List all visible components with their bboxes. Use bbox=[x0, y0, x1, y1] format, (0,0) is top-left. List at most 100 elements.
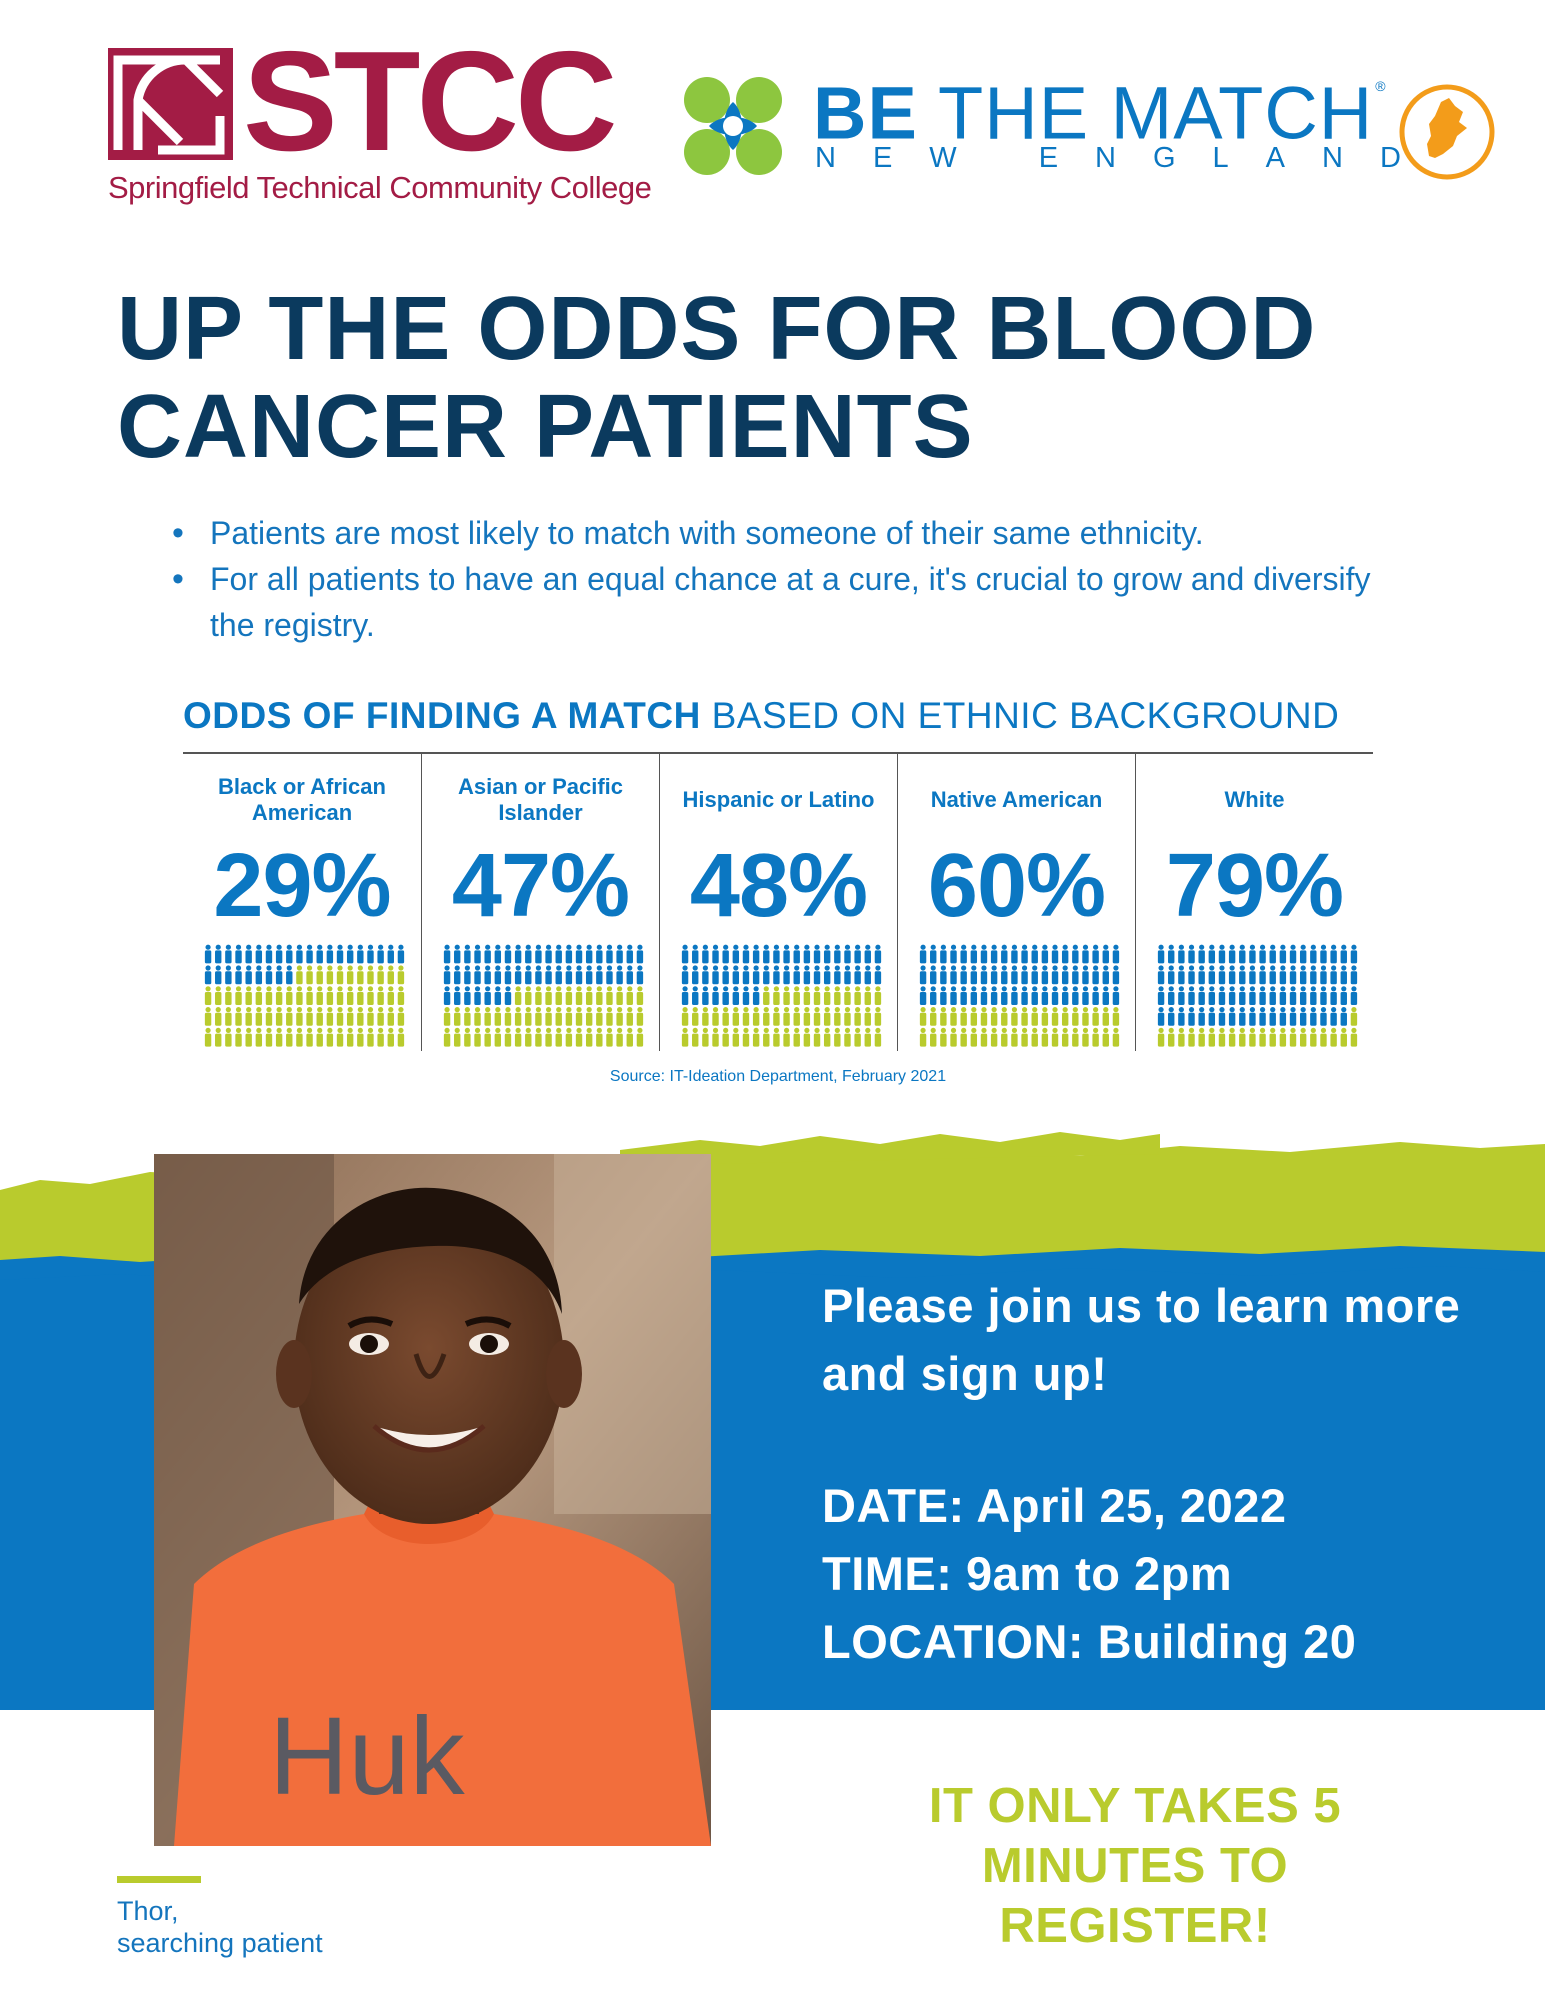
no-match-figure bbox=[606, 1027, 613, 1047]
match-figure bbox=[443, 986, 451, 1005]
no-match-figure bbox=[535, 986, 542, 1005]
no-match-figure bbox=[377, 1007, 384, 1026]
odds-group-label: Black or African American bbox=[218, 774, 386, 825]
match-figure bbox=[454, 944, 461, 964]
match-figure bbox=[1112, 944, 1120, 964]
no-match-figure bbox=[1031, 1027, 1038, 1047]
match-figure bbox=[1289, 1007, 1297, 1026]
no-match-figure bbox=[1289, 1027, 1297, 1047]
no-match-figure bbox=[484, 1007, 491, 1026]
no-match-figure bbox=[626, 986, 633, 1005]
no-match-figure bbox=[286, 1007, 293, 1026]
match-figure bbox=[742, 965, 750, 985]
match-figure bbox=[1289, 965, 1297, 985]
no-match-figure bbox=[565, 1027, 573, 1047]
no-match-figure bbox=[377, 986, 384, 1005]
no-match-figure bbox=[225, 1027, 232, 1047]
no-match-figure bbox=[732, 1027, 740, 1047]
match-figure bbox=[1208, 944, 1216, 964]
no-match-figure bbox=[1051, 1007, 1059, 1026]
match-figure bbox=[980, 986, 988, 1005]
no-match-figure bbox=[1082, 1007, 1089, 1026]
no-match-figure bbox=[773, 1007, 780, 1026]
match-figure bbox=[930, 965, 937, 985]
no-match-figure bbox=[1330, 1027, 1337, 1047]
odds-title-rest: BASED ON ETHNIC BACKGROUND bbox=[711, 695, 1340, 736]
no-match-figure bbox=[1021, 1027, 1028, 1047]
fact-list: Patients are most likely to match with s… bbox=[172, 510, 1402, 648]
match-figure bbox=[1021, 944, 1028, 964]
match-figure bbox=[1310, 965, 1317, 985]
no-match-figure bbox=[874, 1027, 882, 1047]
photo-caption: Thor, searching patient bbox=[117, 1895, 417, 1959]
match-figure bbox=[215, 965, 222, 985]
match-figure bbox=[336, 944, 344, 964]
match-figure bbox=[742, 944, 750, 964]
people-figures-icon bbox=[1157, 944, 1358, 1047]
no-match-figure bbox=[464, 1007, 471, 1026]
no-match-figure bbox=[367, 1027, 374, 1047]
match-figure bbox=[1299, 944, 1307, 964]
no-match-figure bbox=[960, 1027, 967, 1047]
no-match-figure bbox=[245, 986, 252, 1005]
match-figure bbox=[494, 944, 502, 964]
match-figure bbox=[1289, 944, 1297, 964]
match-figure bbox=[793, 944, 800, 964]
no-match-figure bbox=[1061, 1027, 1069, 1047]
match-figure bbox=[636, 965, 644, 985]
be-the-match-region: NEW ENGLAND bbox=[815, 142, 1438, 174]
no-match-figure bbox=[387, 965, 394, 985]
match-figure bbox=[484, 944, 491, 964]
match-figure bbox=[1001, 965, 1008, 985]
match-figure bbox=[286, 965, 293, 985]
no-match-figure bbox=[336, 1027, 344, 1047]
match-figure bbox=[1289, 986, 1297, 1005]
no-match-figure bbox=[514, 1027, 522, 1047]
no-match-figure bbox=[296, 1007, 303, 1026]
match-figure bbox=[1031, 965, 1038, 985]
patient-photo: Huk bbox=[154, 1154, 711, 1846]
no-match-figure bbox=[823, 1027, 831, 1047]
new-england-map-icon bbox=[1399, 84, 1495, 180]
no-match-figure bbox=[377, 965, 384, 985]
match-figure bbox=[1178, 986, 1185, 1005]
no-match-figure bbox=[990, 1007, 998, 1026]
match-figure bbox=[204, 944, 212, 964]
match-figure bbox=[1340, 1007, 1347, 1026]
no-match-figure bbox=[275, 1007, 283, 1026]
no-match-figure bbox=[783, 1007, 790, 1026]
no-match-figure bbox=[844, 1027, 851, 1047]
match-figure bbox=[387, 944, 394, 964]
no-match-figure bbox=[1001, 1007, 1008, 1026]
no-match-figure bbox=[494, 1027, 502, 1047]
match-figure bbox=[1239, 965, 1246, 985]
match-figure bbox=[864, 965, 871, 985]
match-figure bbox=[1051, 986, 1059, 1005]
match-figure bbox=[275, 965, 283, 985]
no-match-figure bbox=[296, 965, 303, 985]
no-match-figure bbox=[235, 1027, 242, 1047]
match-figure bbox=[494, 965, 502, 985]
no-match-figure bbox=[919, 1027, 927, 1047]
match-figure bbox=[474, 986, 481, 1005]
caption-name: Thor, bbox=[117, 1896, 179, 1926]
no-match-figure bbox=[596, 986, 603, 1005]
match-figure bbox=[265, 944, 273, 964]
match-figure bbox=[1168, 986, 1175, 1005]
match-figure bbox=[1011, 986, 1018, 1005]
match-figure bbox=[681, 965, 689, 985]
match-figure bbox=[545, 944, 552, 964]
match-figure bbox=[1092, 986, 1099, 1005]
match-figure bbox=[616, 965, 623, 985]
no-match-figure bbox=[306, 1007, 313, 1026]
match-figure bbox=[1188, 965, 1195, 985]
match-figure bbox=[1239, 944, 1246, 964]
no-match-figure bbox=[514, 986, 522, 1005]
match-figure bbox=[1041, 965, 1049, 985]
no-match-figure bbox=[864, 1027, 871, 1047]
match-figure bbox=[504, 965, 512, 985]
no-match-figure bbox=[834, 1027, 841, 1047]
no-match-figure bbox=[1310, 1027, 1317, 1047]
match-figure bbox=[1168, 965, 1175, 985]
no-match-figure bbox=[793, 986, 800, 1005]
